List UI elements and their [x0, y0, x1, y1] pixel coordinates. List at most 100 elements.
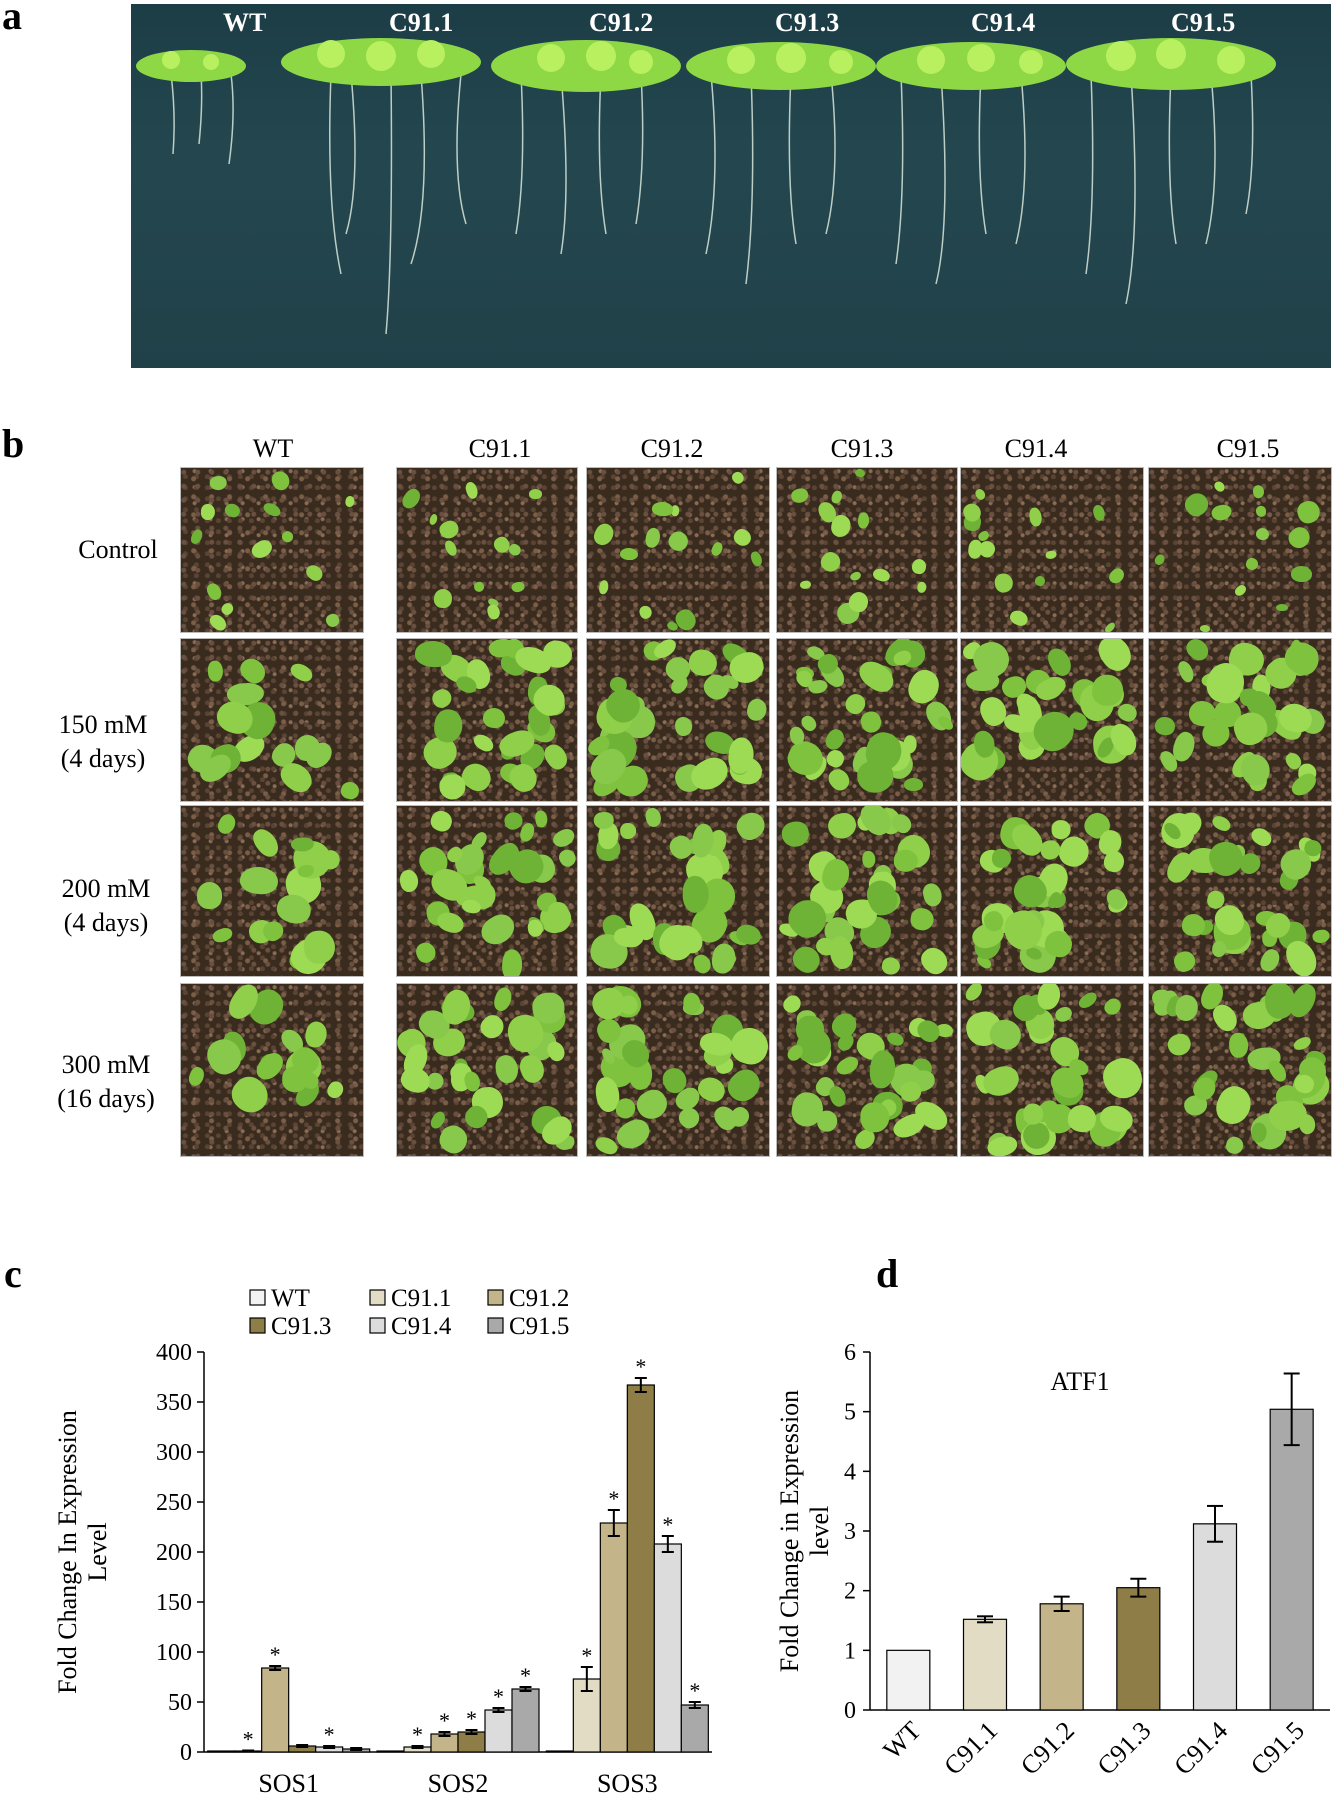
pot-photo [776, 467, 958, 633]
leaf [550, 826, 577, 851]
leaf [1045, 550, 1058, 560]
leaf [825, 809, 860, 842]
leaf [992, 572, 1014, 595]
leaf [429, 685, 456, 712]
legend-swatch-C91.5 [487, 1317, 504, 1334]
leaf [1153, 715, 1176, 736]
leaf [637, 603, 654, 620]
leaf [855, 759, 895, 794]
leaf [829, 489, 845, 506]
significance-star: * [689, 1678, 700, 1703]
leaf [279, 528, 296, 545]
leaf [1103, 620, 1117, 632]
y-axis-label: Fold Change in Expressionlevel [775, 1390, 834, 1672]
leaf [238, 865, 279, 896]
y-tick-label: 4 [844, 1459, 856, 1485]
legend-swatch-C91.1 [369, 1289, 386, 1306]
x-tick-label-SOS1: SOS1 [258, 1769, 319, 1798]
leaf [861, 850, 876, 869]
leaf [710, 942, 738, 976]
pot-photo [180, 983, 364, 1157]
significance-star: * [581, 1643, 592, 1668]
leaf [903, 777, 923, 791]
bar-C91.5-SOS2 [511, 1688, 540, 1753]
leaf [413, 639, 454, 669]
y-tick-label: 50 [168, 1690, 192, 1716]
leaf [1033, 574, 1046, 588]
significance-star: * [493, 1684, 504, 1709]
pot-photo [180, 805, 364, 977]
leaf [485, 602, 502, 621]
x-tick-label-C91.2: C91.2 [1015, 1716, 1080, 1781]
significance-star: * [270, 1642, 281, 1667]
leaf [1203, 836, 1248, 881]
leaf [1252, 484, 1265, 499]
leaf [287, 660, 316, 685]
leaf [1097, 1051, 1143, 1105]
leaf [966, 539, 984, 560]
bar-WT-SOS2 [376, 1750, 405, 1753]
leaf [749, 549, 764, 568]
leaf [853, 468, 866, 479]
leaf [428, 512, 439, 526]
leaf [1027, 506, 1043, 528]
leaf [826, 1083, 850, 1110]
panel-d-letter: d [876, 1251, 899, 1296]
leaf [619, 822, 637, 840]
y-tick-label: 1 [844, 1638, 856, 1664]
leaf [344, 495, 356, 509]
leaf [598, 579, 610, 596]
leaf [779, 820, 811, 850]
leaf [920, 881, 944, 909]
leaf [916, 581, 927, 594]
leaf [1101, 994, 1125, 1018]
bar-C91.1 [962, 1618, 1008, 1711]
leaf [1255, 505, 1267, 518]
leaf [1247, 824, 1275, 850]
significance-star: * [324, 1722, 335, 1747]
leaf [428, 807, 455, 834]
leaf [681, 875, 709, 913]
leaf [731, 807, 769, 845]
legend-swatch-WT [249, 1289, 266, 1306]
row-label-control: Control [78, 535, 158, 564]
leaf [859, 709, 884, 735]
col-label-c91-2: C91.2 [640, 434, 704, 463]
leaf [502, 948, 523, 976]
legend-label-WT: WT [271, 1285, 310, 1312]
leaf [1180, 912, 1206, 937]
leaf [339, 780, 361, 801]
pot-photo [776, 983, 958, 1157]
y-tick-label: 100 [156, 1640, 192, 1666]
leaf [200, 503, 216, 520]
leaf [827, 1008, 861, 1043]
bar-C91.3-SOS3 [626, 1384, 655, 1753]
legend-swatch-C91.4 [369, 1317, 386, 1334]
x-tick-label-SOS3: SOS3 [597, 1769, 658, 1798]
y-tick-label: 0 [844, 1698, 856, 1724]
y-tick-label: 400 [156, 1340, 192, 1366]
leaf [1152, 552, 1167, 568]
leaf [534, 809, 548, 828]
significance-star: * [608, 1486, 619, 1511]
pot-photo [396, 983, 578, 1157]
col-label-c91-3: C91.3 [830, 434, 894, 463]
leaf [207, 659, 224, 682]
pot-photo [1148, 983, 1332, 1157]
plate-label-c91-5: C91.5 [1171, 8, 1236, 37]
leaf [729, 469, 746, 486]
leaf [651, 500, 674, 517]
pot-photo [586, 638, 770, 802]
leaf [511, 580, 526, 593]
legend-label-C91.4: C91.4 [391, 1313, 452, 1340]
leaf [1284, 523, 1314, 552]
bar-C91.2 [1039, 1603, 1084, 1711]
seedling-roots-drawing [136, 38, 1276, 335]
leaf [991, 847, 1012, 869]
leaf [413, 939, 439, 966]
y-tick-label: 250 [156, 1490, 192, 1516]
leaf [303, 562, 326, 584]
pot-photo [960, 983, 1144, 1157]
bar-C91.2-SOS3 [599, 1522, 628, 1753]
leaf [1199, 624, 1211, 632]
